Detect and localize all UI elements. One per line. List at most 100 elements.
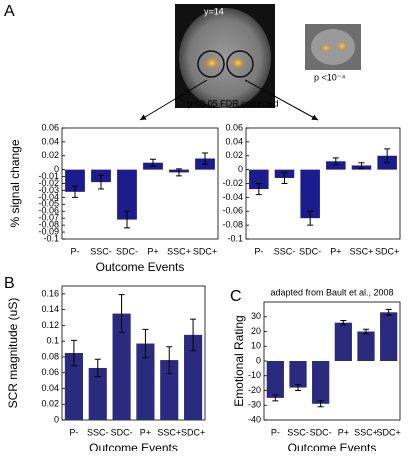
y-tick-label: 0 (54, 414, 59, 424)
bar (117, 169, 137, 220)
error-bar (142, 328, 149, 359)
arrow (244, 79, 319, 121)
bar (300, 169, 320, 219)
error-bar (272, 394, 279, 402)
x-tick-label: SSC- (274, 246, 296, 256)
y-tick-label: 0.06 (225, 122, 243, 132)
y-axis-label: SCR magnitude (uS) (6, 298, 20, 409)
y-tick-label: 0.1 (46, 336, 59, 346)
error-bar (98, 174, 104, 190)
error-bar (94, 358, 101, 378)
activation (205, 57, 219, 69)
slice-label: y=14 (204, 6, 224, 16)
bar (88, 367, 107, 420)
x-tick-label: P- (254, 246, 263, 256)
roi-circle (197, 50, 225, 78)
x-tick-label: P+ (338, 427, 349, 437)
x-tick-label: SDC- (116, 246, 138, 256)
y-tick-label: -0.06 (38, 206, 59, 216)
error-bar (281, 171, 288, 184)
bar (136, 343, 155, 420)
bar (65, 169, 85, 192)
y-tick-label: 0.04 (41, 383, 59, 393)
y-tick-label: -0.1 (227, 233, 243, 243)
y-tick-label: -0.02 (38, 178, 59, 188)
panel-label: A (4, 3, 15, 20)
error-bar (70, 339, 77, 367)
bar (312, 361, 330, 404)
y-axis-label: Emotional Rating (232, 315, 246, 406)
bar (334, 322, 352, 361)
y-tick-label: 0.12 (41, 320, 59, 330)
x-tick-label: P+ (330, 246, 341, 256)
y-tick-label: -30 (248, 400, 261, 410)
y-tick-label: 0.04 (225, 136, 243, 146)
x-axis-label: Outcome Events (89, 441, 178, 451)
y-tick-label: 0.02 (225, 150, 243, 160)
activation (337, 41, 347, 51)
x-tick-label: SDC+ (375, 246, 399, 256)
error-bar (255, 183, 262, 196)
y-axis-label: % signal change (8, 139, 22, 227)
y-tick-label: 0.16 (41, 288, 59, 298)
x-tick-label: P- (71, 246, 80, 256)
y-tick-label: -0.1 (43, 233, 59, 243)
y-tick-label: -0.04 (38, 192, 59, 202)
x-tick-label: SSC+ (157, 427, 181, 437)
x-tick-label: P+ (147, 246, 158, 256)
y-tick-label: 0.06 (41, 122, 59, 132)
x-tick-label: SSC- (90, 246, 112, 256)
brain-slice (179, 8, 271, 108)
y-tick-label: -0.03 (38, 185, 59, 195)
y-tick-label: -10 (248, 370, 261, 380)
error-bar (385, 308, 392, 316)
error-bar (332, 157, 339, 166)
error-bar (295, 384, 301, 391)
x-tick-label: SSC+ (350, 246, 374, 256)
error-bar (176, 168, 182, 177)
x-tick-label: SDC- (111, 427, 133, 437)
y-tick-label: 10 (251, 341, 261, 351)
bar (266, 361, 284, 398)
error-bar (72, 185, 78, 198)
x-tick-label: SDC+ (377, 427, 401, 437)
y-tick-label: -0.01 (38, 171, 59, 181)
arrow (139, 79, 208, 121)
bar (380, 312, 398, 361)
error-bar (358, 162, 365, 169)
x-tick-label: P+ (140, 427, 151, 437)
x-tick-label: P- (69, 427, 78, 437)
bar (289, 361, 307, 388)
bar (112, 313, 131, 420)
y-tick-label: 0.14 (41, 304, 59, 314)
y-tick-label: -0.04 (222, 192, 243, 202)
error-bar (124, 210, 130, 229)
x-tick-label: SSC- (87, 427, 109, 437)
error-bar (384, 148, 391, 164)
x-axis-label: Outcome Events (288, 441, 377, 451)
error-bar (340, 319, 347, 326)
y-tick-label: -40 (248, 414, 261, 424)
x-tick-label: SDC+ (193, 246, 217, 256)
error-bar (202, 152, 208, 165)
y-tick-label: 0.02 (41, 399, 59, 409)
bar (64, 353, 83, 420)
x-tick-label: SDC- (299, 246, 321, 256)
plot-frame (245, 127, 401, 240)
error-bar (363, 328, 369, 335)
y-tick-label: 30 (251, 311, 261, 321)
error-bar (150, 158, 156, 167)
y-tick-label: 0.02 (41, 150, 59, 160)
inset-label: p <10⁻⁴ (314, 72, 346, 82)
error-bar (118, 294, 125, 334)
inset-slice (311, 29, 355, 65)
y-tick-label: -0.09 (38, 226, 59, 236)
y-tick-label: 0 (238, 164, 243, 174)
bar (357, 331, 375, 361)
y-tick-label: -0.08 (38, 220, 59, 230)
y-tick-label: 0.04 (41, 136, 59, 146)
plot-frame (61, 127, 219, 240)
activation (321, 44, 331, 52)
panel-label: B (4, 275, 15, 292)
